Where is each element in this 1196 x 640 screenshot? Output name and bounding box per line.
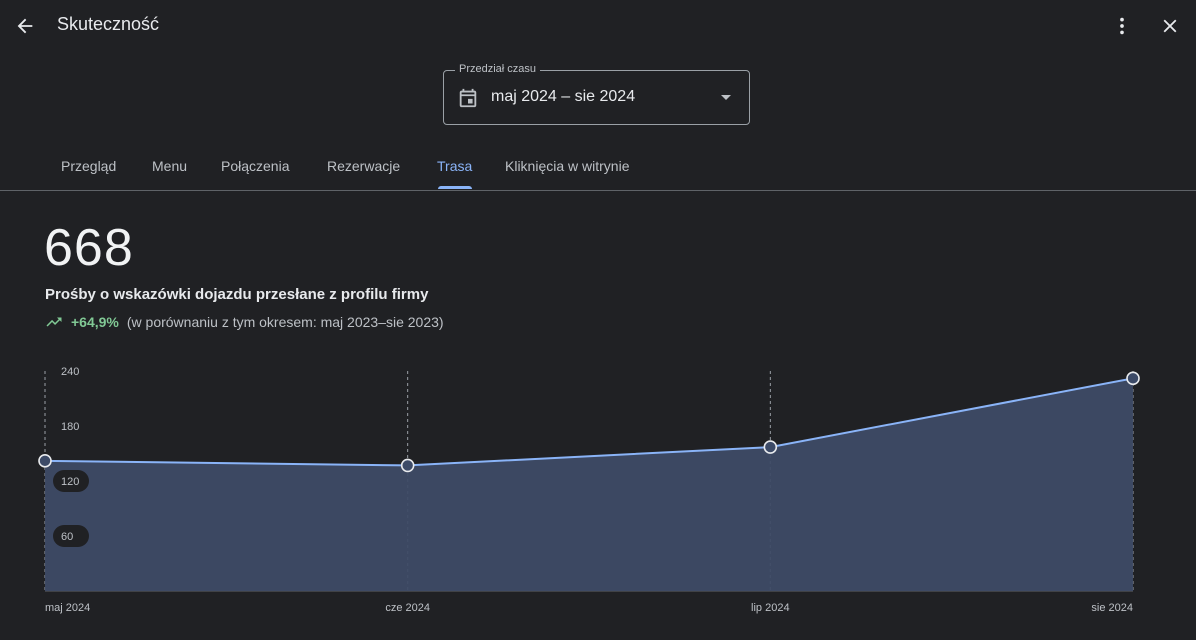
page-title: Skuteczność	[57, 14, 160, 34]
close-icon	[1163, 19, 1177, 33]
more-vert-icon	[1120, 17, 1124, 35]
x-tick-label: maj 2024	[45, 602, 90, 614]
tick-label-bg	[53, 525, 89, 547]
top-bar: Skuteczność	[0, 0, 1196, 52]
data-point	[400, 458, 415, 473]
tab-overview[interactable]: Przegląd	[61, 158, 117, 174]
series-line	[44, 377, 1134, 467]
data-point	[763, 440, 778, 454]
y-tick-label: 240	[61, 366, 79, 378]
data-point	[1126, 371, 1140, 386]
date-range-label: Przedział czasu	[455, 63, 541, 75]
tab-directions[interactable]: Trasa	[437, 158, 473, 174]
date-range-value: maj 2024 – sie 2024	[491, 88, 636, 105]
tab-website-clicks[interactable]: Kliknięcia w witrynie	[505, 158, 630, 174]
x-tick-label: lip 2024	[751, 602, 790, 614]
y-tick-label: 60	[61, 531, 73, 543]
metric-value: 668	[44, 219, 134, 277]
close-button[interactable]	[1152, 8, 1188, 44]
area-fill	[45, 378, 1133, 591]
x-tick-label: sie 2024	[1091, 602, 1133, 614]
tab-bar: Przegląd Menu Połączenia Rezerwacje Tras…	[0, 148, 1196, 191]
y-tick-label: 120	[61, 476, 79, 488]
tab-bookings[interactable]: Rezerwacje	[327, 158, 401, 174]
tab-menu[interactable]: Menu	[152, 158, 188, 174]
metric-title: Prośby o wskazówki dojazdu przesłane z p…	[45, 286, 429, 303]
arrow-back-icon	[17, 18, 33, 34]
more-options-button[interactable]	[1104, 8, 1140, 44]
data-point	[38, 454, 52, 468]
active-tab-indicator	[438, 186, 472, 189]
trending-up-icon	[46, 317, 62, 327]
directions-chart: 60 120 180 240 maj 2024 cze 2024 lip 2024 sie 2…	[38, 366, 1140, 614]
tab-calls[interactable]: Połączenia	[221, 158, 290, 174]
tick-label-bg	[53, 470, 89, 492]
x-tick-label: cze 2024	[385, 602, 430, 614]
date-range-select[interactable]: Przedział czasu maj 2024 – sie 2024	[443, 63, 750, 125]
metric-trend: +64,9% (w porównaniu z tym okresem: maj …	[45, 313, 444, 331]
dropdown-arrow-icon	[721, 95, 731, 100]
back-button[interactable]	[7, 8, 43, 44]
y-tick-label: 180	[61, 421, 79, 433]
change-percent: +64,9%	[71, 314, 119, 330]
comparison-text: (w porównaniu z tym okresem: maj 2023–si…	[126, 314, 444, 330]
calendar-icon	[459, 88, 477, 108]
